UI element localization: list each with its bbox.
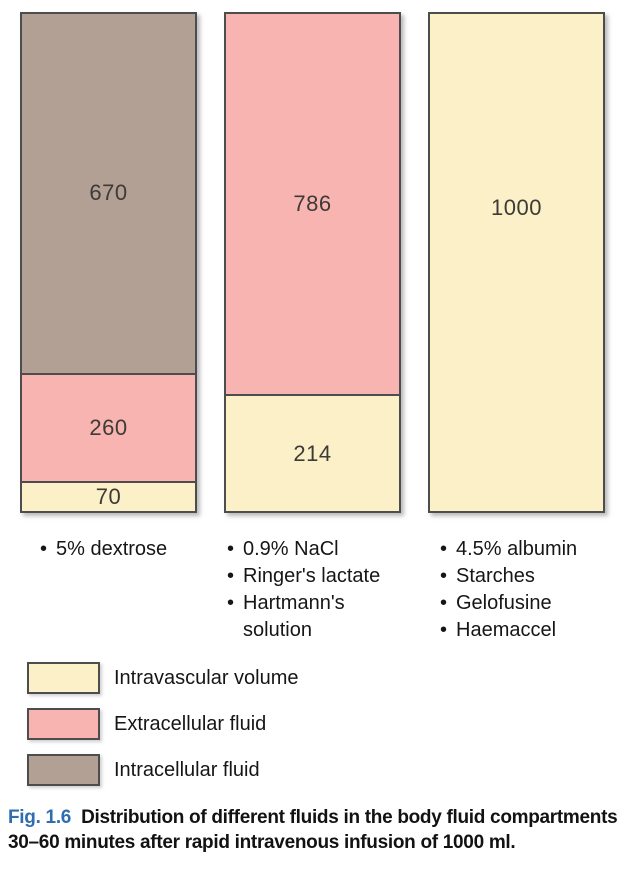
bar-segment-extracellular: 786 bbox=[226, 14, 399, 395]
legend-swatch-extracellular bbox=[27, 708, 100, 740]
legend-label: Intravascular volume bbox=[114, 666, 299, 689]
figure-caption-text: Distribution of different fluids in the … bbox=[8, 807, 618, 853]
fluid-label: Ringer's lactate bbox=[227, 563, 401, 590]
segment-value: 670 bbox=[89, 180, 128, 206]
figure-number: Fig. 1.6 bbox=[8, 807, 72, 828]
legend: Intravascular volume Extracellular fluid I… bbox=[27, 662, 624, 786]
legend-label: Extracellular fluid bbox=[114, 712, 267, 735]
bar-segment-intravascular: 214 bbox=[226, 394, 399, 511]
fluid-label: 4.5% albumin bbox=[440, 536, 605, 563]
bar-label-column-3: 4.5% albuminStarchesGelofusineHaemaccel bbox=[428, 536, 605, 644]
segment-value: 1000 bbox=[491, 194, 542, 220]
fluid-label: Hartmann's solution bbox=[227, 590, 401, 644]
segment-value: 260 bbox=[89, 415, 128, 440]
bar-segment-intracellular: 670 bbox=[22, 14, 195, 373]
bar-label-column-1: 5% dextrose bbox=[20, 536, 197, 644]
bars-row: 670 260 70 786 214 1000 bbox=[20, 12, 605, 513]
legend-item-intravascular: Intravascular volume bbox=[27, 662, 624, 694]
stacked-bar-2: 786 214 bbox=[224, 12, 401, 513]
figure-caption: Fig. 1.6 Distribution of different fluids… bbox=[8, 805, 620, 855]
bar-segment-extracellular: 260 bbox=[22, 372, 195, 482]
segment-value: 786 bbox=[293, 191, 332, 217]
bar-label-column-2: 0.9% NaClRinger's lactateHartmann's solu… bbox=[224, 536, 401, 644]
legend-swatch-intracellular bbox=[27, 754, 100, 786]
bar-segment-intravascular: 70 bbox=[22, 481, 195, 511]
stacked-bar-1: 670 260 70 bbox=[20, 12, 197, 513]
bar-labels-row: 5% dextrose 0.9% NaClRinger's lactateHart… bbox=[0, 536, 624, 644]
stacked-bar-3: 1000 bbox=[428, 12, 605, 513]
segment-value: 70 bbox=[95, 484, 122, 510]
legend-item-intracellular: Intracellular fluid bbox=[27, 754, 624, 786]
fluid-label: Starches bbox=[440, 563, 605, 590]
fluid-label: 0.9% NaCl bbox=[227, 536, 401, 563]
legend-label: Intracellular fluid bbox=[114, 758, 260, 781]
fluid-label: 5% dextrose bbox=[40, 536, 197, 563]
fluid-label: Gelofusine bbox=[440, 590, 605, 617]
bar-segment-intravascular: 1000 bbox=[430, 14, 603, 511]
legend-item-extracellular: Extracellular fluid bbox=[27, 708, 624, 740]
legend-swatch-intravascular bbox=[27, 662, 100, 694]
segment-value: 214 bbox=[293, 440, 332, 466]
fluid-label: Haemaccel bbox=[440, 617, 605, 644]
